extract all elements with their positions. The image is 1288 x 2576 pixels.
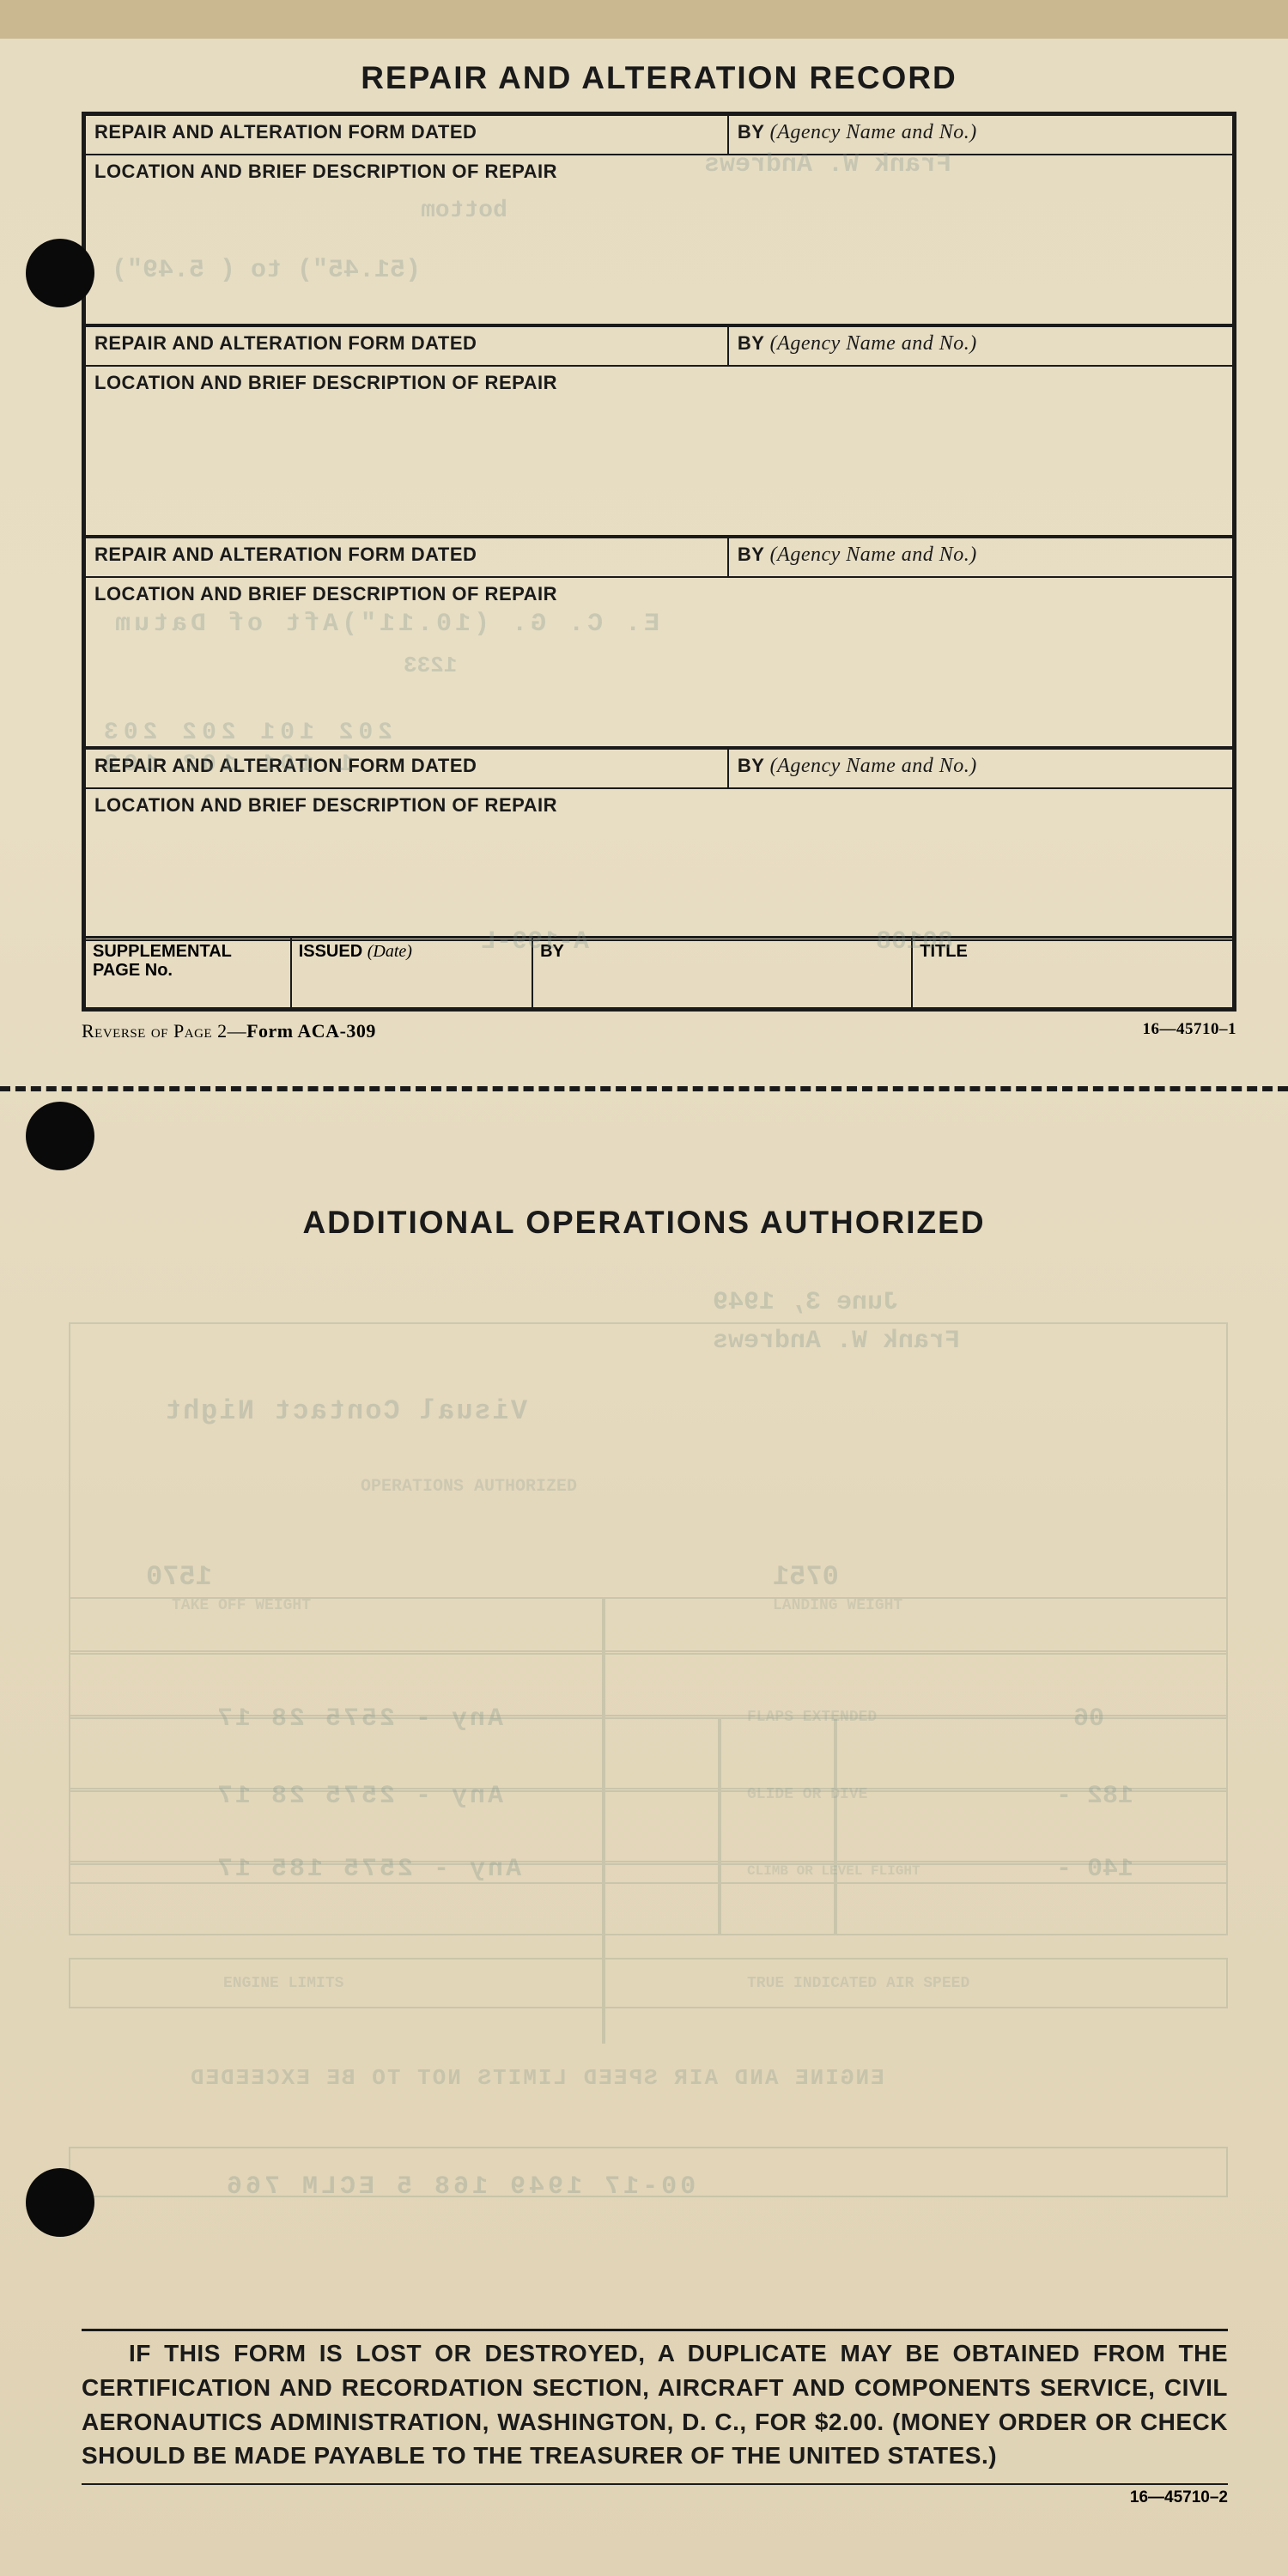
table-row: LOCATION AND BRIEF DESCRIPTION OF REPAIR (84, 788, 1235, 939)
form-code-2: 16—45710–2 (82, 2483, 1228, 2507)
label-location: LOCATION AND BRIEF DESCRIPTION OF REPAIR (86, 578, 1232, 609)
scanned-form-page: REPAIR AND ALTERATION RECORD REPAIR AND … (0, 0, 1288, 2576)
reverse-prefix: Reverse of Page 2— (82, 1020, 246, 1042)
location-body (86, 186, 1232, 324)
punch-hole-icon (26, 1102, 94, 1170)
repair-record-table: REPAIR AND ALTERATION FORM DATED BY (Age… (82, 112, 1236, 941)
reverse-footer-line: Reverse of Page 2—Form ACA-309 16—45710–… (82, 1020, 1236, 1042)
bottom-notice-text: IF THIS FORM IS LOST OR DESTROYED, A DUP… (82, 2336, 1228, 2473)
location-body (86, 820, 1232, 936)
page-top-shadow (0, 0, 1288, 39)
label-by-agency: BY (Agency Name and No.) (729, 538, 1232, 570)
perforation-line (0, 1086, 1288, 1091)
label-location: LOCATION AND BRIEF DESCRIPTION OF REPAIR (86, 789, 1232, 820)
label-supp-page: SUPPLEMENTAL PAGE No. (86, 939, 290, 983)
table-row: LOCATION AND BRIEF DESCRIPTION OF REPAIR (84, 577, 1235, 748)
by-italic: (Agency Name and No.) (770, 755, 977, 777)
label-issued: ISSUED (Date) (292, 939, 532, 964)
label-by: BY (533, 939, 911, 964)
by-text: BY (738, 121, 770, 143)
table-row: REPAIR AND ALTERATION FORM DATED BY (Age… (84, 748, 1235, 788)
table-row: REPAIR AND ALTERATION FORM DATED BY (Age… (84, 537, 1235, 577)
location-body (86, 398, 1232, 535)
location-body (86, 609, 1232, 746)
label-repair-dated: REPAIR AND ALTERATION FORM DATED (86, 327, 727, 358)
by-italic: (Agency Name and No.) (770, 544, 977, 566)
by-text: BY (738, 755, 770, 776)
label-repair-dated: REPAIR AND ALTERATION FORM DATED (86, 538, 727, 569)
table-row: LOCATION AND BRIEF DESCRIPTION OF REPAIR (84, 366, 1235, 537)
label-repair-dated: REPAIR AND ALTERATION FORM DATED (86, 750, 727, 781)
issued-italic: (Date) (368, 942, 412, 961)
bleed-through-table-ghost (69, 1279, 1228, 2336)
bottom-notice-block: IF THIS FORM IS LOST OR DESTROYED, A DUP… (82, 2329, 1228, 2507)
issued-text: ISSUED (299, 942, 368, 961)
label-by-agency: BY (Agency Name and No.) (729, 116, 1232, 148)
main-title: REPAIR AND ALTERATION RECORD (82, 60, 1236, 96)
punch-hole-icon (26, 239, 94, 307)
label-repair-dated: REPAIR AND ALTERATION FORM DATED (86, 116, 727, 147)
by-text: BY (738, 332, 770, 354)
label-location: LOCATION AND BRIEF DESCRIPTION OF REPAIR (86, 155, 1232, 186)
punch-hole-icon (26, 2168, 94, 2237)
form-code-1: 16—45710–1 (1143, 1020, 1237, 1039)
label-by-agency: BY (Agency Name and No.) (729, 750, 1232, 781)
table-row: REPAIR AND ALTERATION FORM DATED BY (Age… (84, 325, 1235, 366)
reverse-form: Form ACA-309 (246, 1020, 376, 1042)
lower-title: ADDITIONAL OPERATIONS AUTHORIZED (0, 1205, 1288, 1241)
table-row: REPAIR AND ALTERATION FORM DATED BY (Age… (84, 114, 1235, 155)
table-row: LOCATION AND BRIEF DESCRIPTION OF REPAIR (84, 155, 1235, 325)
table-row: SUPPLEMENTAL PAGE No. ISSUED (Date) BY T… (84, 938, 1235, 1010)
by-text: BY (738, 544, 770, 565)
label-by-agency: BY (Agency Name and No.) (729, 327, 1232, 359)
supplemental-row-table: SUPPLEMENTAL PAGE No. ISSUED (Date) BY T… (82, 937, 1236, 1012)
label-location: LOCATION AND BRIEF DESCRIPTION OF REPAIR (86, 367, 1232, 398)
rule-line (82, 2329, 1228, 2331)
by-italic: (Agency Name and No.) (770, 332, 977, 355)
by-italic: (Agency Name and No.) (770, 121, 977, 143)
label-title: TITLE (913, 939, 1232, 964)
